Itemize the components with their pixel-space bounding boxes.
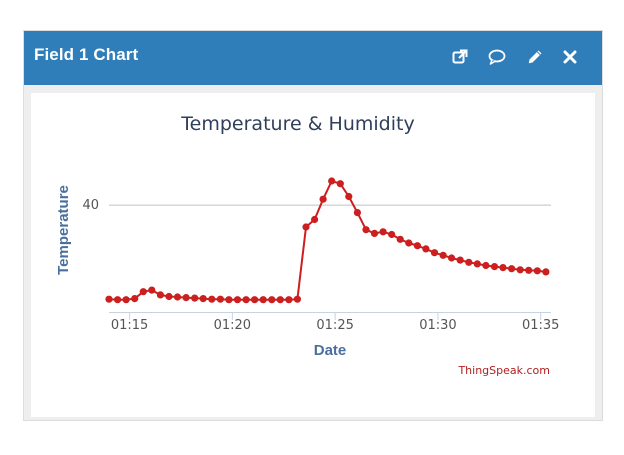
data-point bbox=[405, 239, 413, 247]
y-axis-title: Temperature bbox=[55, 185, 72, 275]
temperature-chart: Temperature & Humidity Temperature Date … bbox=[55, 113, 559, 377]
data-point bbox=[396, 235, 404, 243]
data-point bbox=[388, 230, 396, 239]
data-point bbox=[182, 294, 190, 302]
data-point bbox=[533, 267, 541, 275]
data-point bbox=[379, 228, 387, 236]
data-point bbox=[165, 292, 173, 301]
comment-icon bbox=[488, 49, 506, 65]
x-tick-label: 01:20 bbox=[214, 318, 251, 333]
data-point bbox=[105, 295, 113, 303]
data-point bbox=[242, 296, 250, 304]
data-point bbox=[199, 295, 207, 303]
data-point bbox=[516, 266, 524, 274]
x-tick-label: 01:15 bbox=[111, 318, 148, 333]
data-point bbox=[456, 256, 464, 264]
data-point bbox=[139, 288, 147, 296]
data-point bbox=[422, 245, 430, 253]
external-link-button[interactable] bbox=[447, 44, 473, 70]
data-point bbox=[311, 215, 319, 224]
data-point bbox=[276, 296, 284, 304]
data-point bbox=[216, 295, 224, 303]
pencil-icon bbox=[528, 50, 542, 64]
data-point bbox=[362, 226, 370, 234]
data-point bbox=[525, 266, 533, 274]
data-point bbox=[439, 251, 447, 259]
data-point bbox=[413, 242, 421, 250]
data-point bbox=[499, 264, 507, 272]
data-point bbox=[490, 263, 499, 271]
data-point bbox=[156, 291, 164, 299]
widget-title: Field 1 Chart bbox=[34, 45, 139, 64]
data-point bbox=[370, 229, 379, 237]
external-link-icon bbox=[452, 49, 468, 64]
data-point bbox=[233, 296, 242, 304]
x-tick-label: 01:35 bbox=[522, 318, 559, 333]
data-point bbox=[508, 265, 516, 273]
data-point bbox=[131, 295, 139, 303]
x-axis-title: Date bbox=[314, 342, 347, 359]
data-point bbox=[148, 286, 156, 294]
data-point bbox=[482, 261, 490, 270]
data-point bbox=[319, 195, 327, 203]
data-point bbox=[259, 296, 267, 304]
close-button[interactable] bbox=[557, 44, 583, 70]
data-point bbox=[208, 295, 216, 303]
data-point bbox=[345, 192, 353, 201]
data-point bbox=[191, 294, 199, 302]
data-point bbox=[114, 296, 122, 304]
field-chart-widget: Field 1 Chart bbox=[23, 30, 603, 421]
data-point bbox=[353, 209, 361, 217]
x-tick-label: 01:25 bbox=[316, 318, 353, 333]
data-point bbox=[251, 296, 259, 304]
thingspeak-credit-link[interactable]: ThingSpeak.com bbox=[457, 364, 550, 377]
data-point bbox=[473, 260, 481, 268]
x-tick-label: 01:30 bbox=[419, 318, 456, 333]
data-point bbox=[336, 180, 344, 188]
data-point bbox=[225, 296, 233, 304]
edit-button[interactable] bbox=[522, 44, 548, 70]
data-point bbox=[285, 296, 293, 304]
widget-header: Field 1 Chart bbox=[24, 31, 602, 85]
data-point bbox=[328, 177, 336, 185]
comment-button[interactable] bbox=[484, 44, 510, 70]
data-point bbox=[465, 258, 473, 266]
y-tick-label: 40 bbox=[82, 198, 99, 213]
chart-card: Temperature & Humidity Temperature Date … bbox=[31, 93, 595, 417]
data-point bbox=[448, 254, 456, 262]
series-line bbox=[108, 180, 547, 301]
data-point bbox=[293, 295, 301, 303]
close-icon bbox=[563, 50, 577, 64]
data-point bbox=[122, 296, 130, 304]
data-point bbox=[542, 268, 550, 276]
data-point bbox=[268, 296, 276, 304]
data-point bbox=[173, 293, 182, 301]
data-point bbox=[302, 223, 310, 231]
data-point bbox=[430, 249, 439, 257]
chart-title: Temperature & Humidity bbox=[180, 113, 414, 135]
